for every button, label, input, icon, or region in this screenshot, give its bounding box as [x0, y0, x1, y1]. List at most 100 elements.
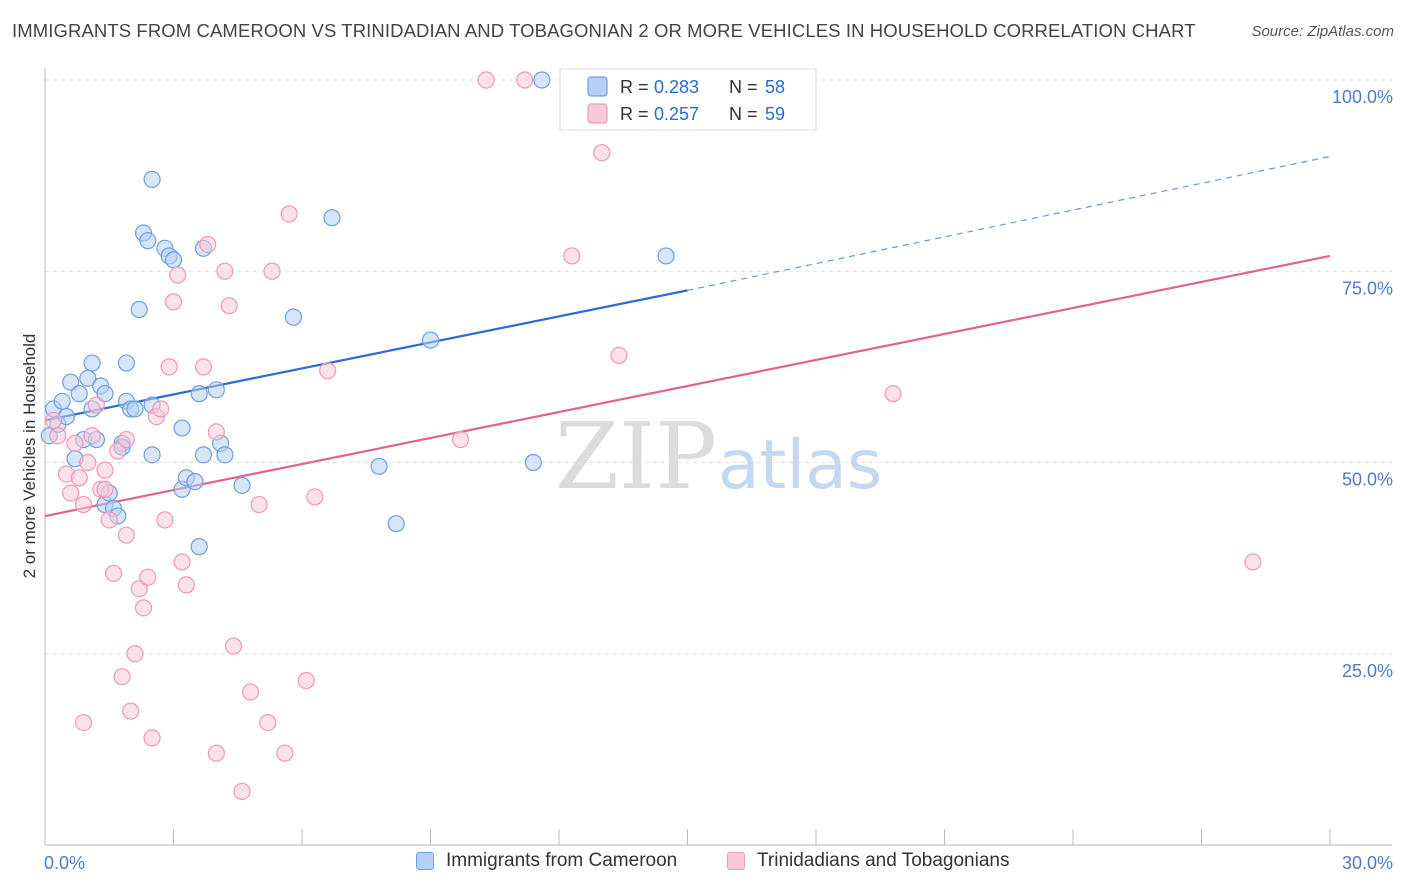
data-point-trinidadian — [134, 599, 153, 617]
data-point-trinidadian — [610, 346, 628, 364]
legend-r-label-1: R = — [620, 77, 649, 97]
tick-labels: 25.0% 50.0% 75.0% 100.0% 0.0% 30.0% — [44, 87, 1393, 873]
data-point-cameroon — [421, 331, 440, 349]
series-swatch-trinidadian — [727, 852, 745, 870]
data-point-trinidadian — [1244, 553, 1262, 571]
data-point-trinidadian — [96, 461, 114, 479]
data-point-cameroon — [126, 400, 144, 418]
legend-r-value-1: 0.283 — [654, 77, 699, 97]
data-point-cameroon — [53, 392, 71, 410]
series-swatch-cameroon — [416, 852, 434, 870]
data-point-trinidadian — [152, 400, 170, 418]
legend-n-label-1: N = — [729, 77, 758, 97]
data-point-cameroon — [173, 419, 191, 437]
y-axis-title: 2 or more Vehicles in Household — [20, 334, 39, 579]
data-point-trinidadian — [160, 358, 178, 376]
data-point-trinidadian — [194, 358, 213, 376]
data-point-trinidadian — [259, 713, 277, 732]
data-point-cameroon — [62, 373, 80, 391]
data-point-trinidadian — [477, 71, 495, 89]
data-point-cameroon — [130, 300, 148, 319]
data-point-trinidadian — [164, 293, 183, 311]
data-point-trinidadian — [122, 702, 140, 720]
data-point-trinidadian — [117, 430, 135, 449]
data-point-trinidadian — [306, 488, 324, 506]
gridlines — [45, 79, 1392, 655]
data-point-trinidadian — [139, 568, 157, 586]
data-point-cameroon — [96, 385, 114, 403]
x-tick-label: 30.0% — [1342, 853, 1393, 873]
data-point-trinidadian — [70, 469, 88, 487]
data-point-trinidadian — [207, 423, 225, 441]
data-point-trinidadian — [216, 262, 234, 280]
legend-swatch-trinidadian — [587, 103, 608, 124]
data-point-cameroon — [164, 251, 183, 269]
data-point-cameroon — [194, 446, 213, 464]
data-point-trinidadian — [83, 427, 101, 445]
data-point-trinidadian — [143, 729, 161, 747]
data-point-cameroon — [70, 385, 88, 403]
data-point-trinidadian — [220, 297, 238, 315]
data-point-trinidadian — [74, 495, 93, 514]
data-point-trinidadian — [173, 553, 191, 571]
legend-swatch-cameroon — [587, 76, 608, 97]
data-point-cameroon — [533, 71, 551, 89]
data-point-trinidadian — [593, 144, 611, 162]
legend-n-value-1: 58 — [765, 77, 785, 97]
data-point-cameroon — [657, 247, 675, 265]
series-legend: Immigrants from Cameroon Trinidadians an… — [0, 850, 1406, 880]
data-point-cameroon — [190, 385, 208, 403]
data-point-trinidadian — [516, 71, 534, 89]
legend-r-value-2: 0.257 — [654, 104, 699, 124]
data-point-cameroon — [143, 446, 161, 464]
data-point-trinidadian — [563, 247, 581, 265]
data-point-trinidadian — [49, 427, 67, 445]
data-point-cameroon — [370, 457, 388, 475]
data-point-cameroon — [190, 538, 208, 556]
data-point-trinidadian — [96, 480, 114, 498]
data-point-trinidadian — [117, 526, 135, 544]
data-point-trinidadian — [74, 713, 93, 732]
data-point-trinidadian — [62, 484, 80, 502]
legend-r-label-2: R = — [620, 104, 649, 124]
data-point-cameroon — [524, 453, 542, 472]
data-point-trinidadian — [177, 576, 195, 594]
legend-n-value-2: 59 — [765, 104, 785, 124]
y-tick-label: 50.0% — [1342, 470, 1393, 490]
data-point-trinidadian — [87, 396, 106, 414]
data-point-trinidadian — [79, 453, 97, 472]
series-legend-item-cameroon: Immigrants from Cameroon — [416, 850, 677, 872]
data-point-trinidadian — [297, 671, 315, 690]
data-point-trinidadian — [280, 205, 298, 223]
x-tick-label: 0.0% — [44, 853, 85, 873]
watermark-zip: ZIP — [555, 403, 717, 510]
trend-line-trinidadian — [44, 254, 1331, 518]
data-point-trinidadian — [199, 235, 217, 254]
y-tick-label: 25.0% — [1342, 661, 1393, 681]
series-legend-item-trinidadian: Trinidadians and Tobagonians — [727, 850, 1009, 872]
data-point-trinidadian — [66, 434, 84, 452]
chart-title: IMMIGRANTS FROM CAMEROON VS TRINIDADIAN … — [12, 20, 1196, 41]
data-point-cameroon — [139, 232, 157, 250]
data-point-trinidadian — [169, 266, 187, 284]
series-label-trinidadian: Trinidadians and Tobagonians — [757, 850, 1010, 871]
data-point-trinidadian — [451, 430, 470, 449]
data-point-trinidadian — [44, 411, 63, 430]
data-point-cameroon — [83, 354, 101, 372]
data-point-trinidadian — [263, 262, 281, 280]
data-point-trinidadian — [156, 511, 174, 529]
data-point-cameroon — [186, 473, 204, 491]
data-point-trinidadian — [319, 362, 337, 380]
data-point-trinidadian — [100, 511, 118, 529]
data-point-trinidadian — [126, 645, 144, 663]
legend: R = 0.283 N = 58 R = 0.257 N = 59 — [559, 68, 817, 131]
data-point-cameroon — [117, 354, 135, 372]
watermark-atlas: atlas — [718, 426, 882, 505]
series-label-cameroon: Immigrants from Cameroon — [446, 850, 678, 871]
data-point-cameroon — [216, 446, 234, 464]
data-point-trinidadian — [109, 442, 127, 460]
data-point-trinidadian — [207, 744, 225, 762]
legend-n-label-2: N = — [729, 104, 758, 124]
data-point-trinidadian — [104, 564, 123, 583]
